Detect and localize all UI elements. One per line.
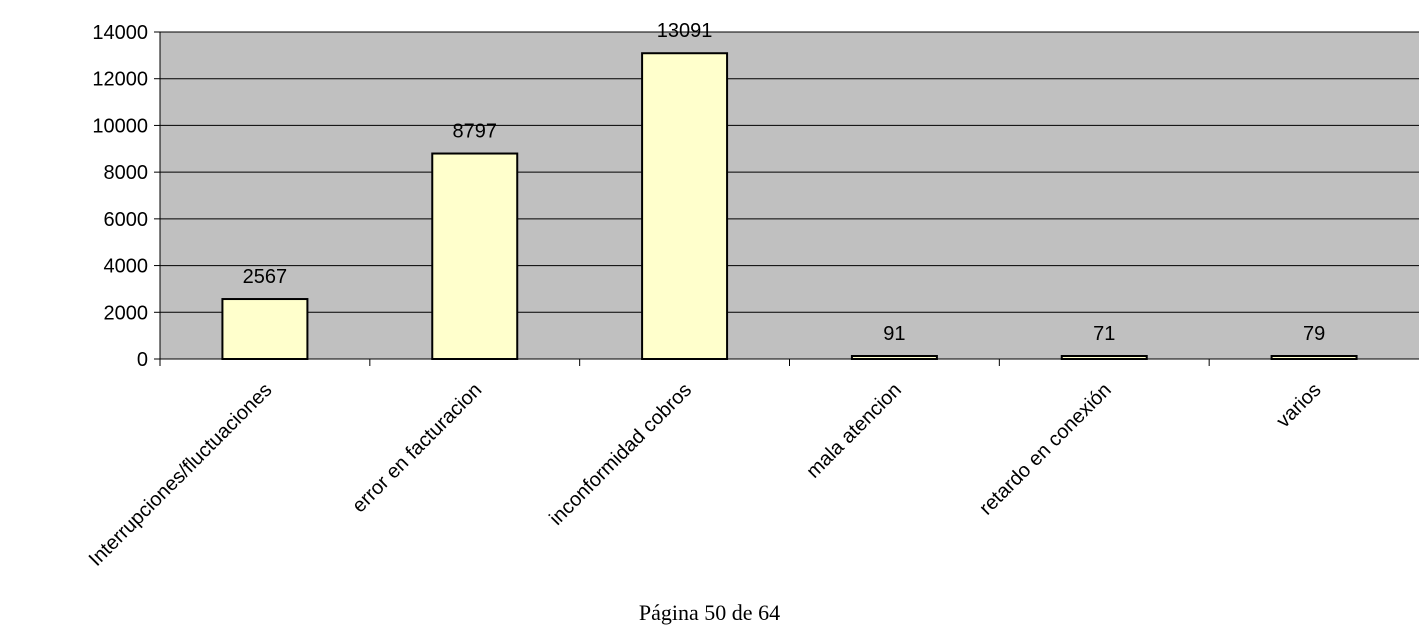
bar [221,298,309,360]
y-tick-label: 8000 [104,162,149,184]
category-label: error en facturacion [348,379,486,517]
data-label: 2567 [243,266,288,288]
category-label: mala atencion [802,379,906,483]
y-tick-label: 6000 [104,209,149,231]
page-number: Página 50 de 64 [638,600,781,625]
category-labels: Interrupciones/fluctuaciones error en fac… [85,379,1326,571]
y-tick-label: 0 [137,349,148,371]
y-tick-label: 2000 [104,302,149,324]
data-labels: 2567 8797 13091 91 71 79 [243,20,1326,345]
bar [1060,355,1148,360]
data-label: 71 [1093,323,1115,345]
category-label: varios [1272,379,1325,432]
category-label: inconformidad cobros [545,379,696,530]
y-tick-label: 14000 [92,22,148,44]
y-axis: 0 2000 4000 6000 8000 10000 12000 14000 [92,22,161,371]
category-label: retardo en conexión [975,379,1116,520]
bar-chart: 0 2000 4000 6000 8000 10000 12000 14000 2567 879… [85,20,1419,571]
bar [850,355,938,360]
data-label: 91 [883,323,905,345]
data-label: 13091 [657,20,713,42]
x-axis [159,358,1419,366]
bar [641,52,729,361]
bars [221,52,1358,361]
data-label: 79 [1303,323,1325,345]
plot-area [160,32,1419,359]
y-tick-label: 4000 [104,256,149,278]
data-label: 8797 [453,121,498,143]
bar [431,152,519,360]
y-tick-label: 10000 [92,115,148,137]
category-label: Interrupciones/fluctuaciones [85,379,277,571]
gridlines [160,31,1419,313]
y-tick-label: 12000 [92,69,148,91]
bar [1270,355,1358,360]
